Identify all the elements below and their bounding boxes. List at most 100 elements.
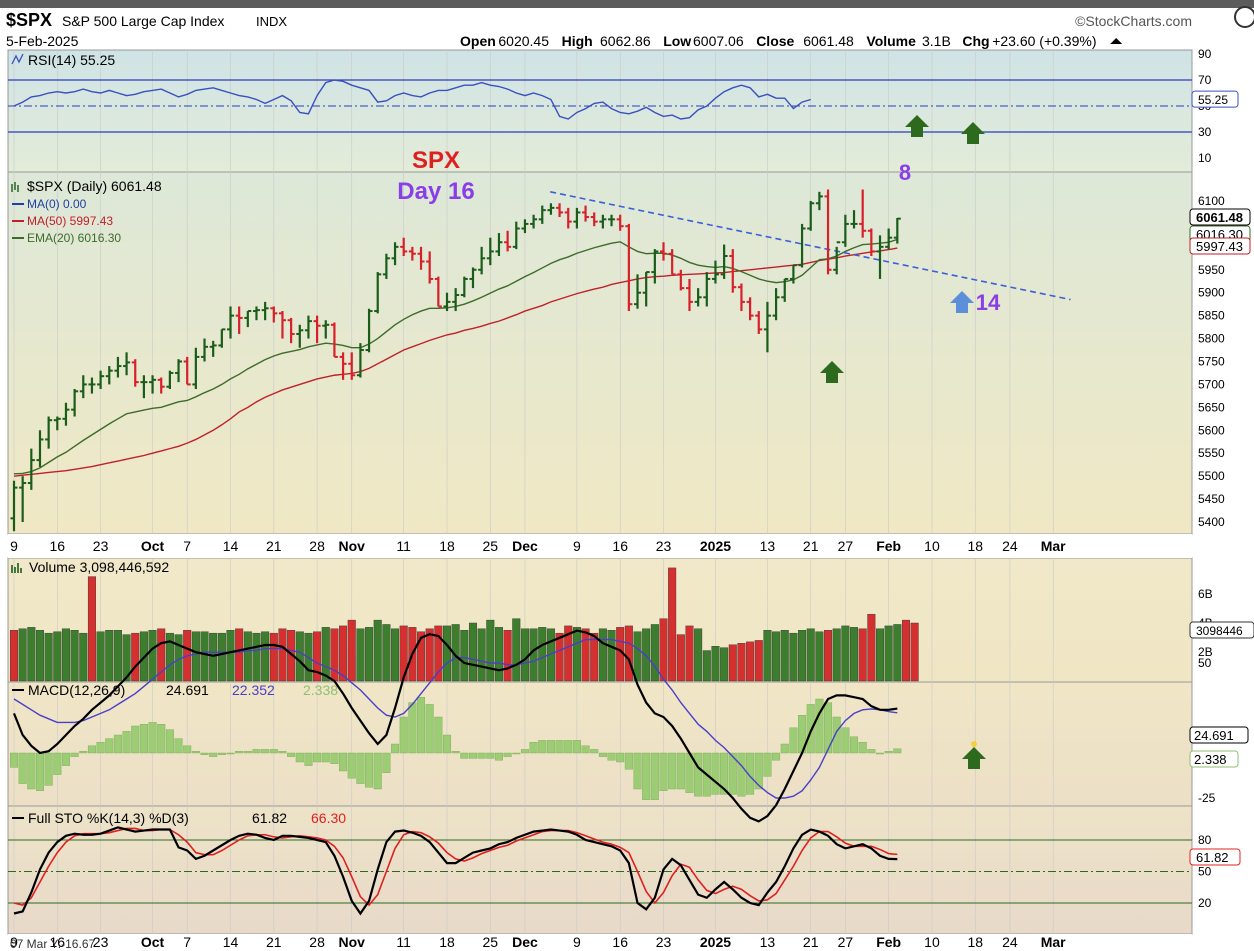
- change-up-icon: [1110, 38, 1123, 44]
- volume-bar: [313, 631, 322, 682]
- stoch-tag-label: 61.82: [1196, 850, 1229, 865]
- annotation-eight: 8: [899, 160, 911, 185]
- price-tick-label: 5650: [1198, 400, 1225, 414]
- volume-bar: [841, 625, 850, 682]
- macd-histogram-bar: [711, 752, 720, 795]
- macd-histogram-bar: [313, 752, 322, 763]
- ohlc-bar: [625, 223, 633, 312]
- ohlc-bar: [105, 366, 113, 385]
- ohlc-bar: [356, 343, 364, 378]
- macd-histogram-bar: [590, 749, 599, 754]
- green-arrow-icon: [820, 361, 844, 383]
- macd-histogram-bar: [486, 752, 495, 759]
- volume-bar: [910, 622, 919, 682]
- close-circle-icon[interactable]: [1234, 6, 1254, 28]
- ohlc-bar: [201, 338, 209, 362]
- macd-histogram-bar: [538, 740, 547, 754]
- volume-bar: [711, 646, 720, 682]
- volume-title: Volume 3,098,446,592: [29, 559, 169, 575]
- date-tick-label: 23: [656, 538, 672, 554]
- rsi-panel: [7, 49, 1193, 173]
- ohlc-bar: [582, 205, 590, 222]
- ohlc-value: 6061.48: [803, 33, 854, 49]
- macd-histogram-bar: [226, 752, 235, 755]
- stoch-tick-label: 20: [1198, 896, 1212, 910]
- volume-bar: [460, 630, 469, 682]
- volume-bar: [806, 628, 815, 682]
- ohlc-value: +23.60 (+0.39%): [992, 33, 1096, 49]
- signal-dot-icon: [971, 741, 977, 747]
- ohlc-bar: [140, 375, 148, 399]
- price-tick-label: 6100: [1198, 194, 1225, 208]
- brand-label: ©StockCharts.com: [1075, 13, 1192, 29]
- macd-histogram-bar: [841, 727, 850, 754]
- volume-bar: [728, 644, 737, 682]
- volume-bar: [157, 628, 166, 682]
- macd-histogram-bar: [780, 743, 789, 754]
- macd-histogram-bar: [330, 752, 339, 765]
- volume-bar: [893, 624, 902, 682]
- ohlc-bar: [452, 288, 460, 312]
- macd-histogram-bar: [529, 742, 538, 754]
- macd-histogram-bar: [304, 752, 313, 766]
- ohlc-bar: [703, 272, 711, 307]
- ohlc-bar: [564, 207, 572, 229]
- macd-histogram-bar: [884, 751, 893, 754]
- ohlc-bar: [261, 301, 269, 321]
- ohlc-bar: [209, 340, 217, 357]
- ohlc-bar: [478, 246, 486, 275]
- ohlc-bar: [97, 370, 105, 390]
- volume-bar: [235, 628, 244, 682]
- ohlc-bar: [642, 271, 650, 307]
- date-tick-label: 23: [93, 538, 109, 554]
- macd-title: MACD(12,26,9): [28, 682, 125, 698]
- date-axis-bg: [8, 534, 1192, 558]
- ohlc-bar: [10, 480, 18, 532]
- macd-histogram-bar: [373, 752, 382, 790]
- date-tick-label: 25: [483, 538, 499, 554]
- ohlc-bar: [166, 370, 174, 390]
- ohlc-bar: [737, 283, 745, 312]
- ohlc-bar: [27, 448, 35, 490]
- stoch-k-line: [13, 826, 898, 916]
- volume-bar: [685, 625, 694, 682]
- date-tick-label-bottom: 21: [266, 934, 282, 950]
- rsi-title: RSI(14) 55.25: [28, 52, 115, 68]
- volume-bar: [96, 631, 105, 682]
- date-tick-label-bottom: 9: [10, 934, 18, 950]
- volume-tick-label: 6B: [1198, 587, 1213, 601]
- ohlc-bar: [123, 352, 131, 376]
- ohlc-value: 6020.45: [498, 33, 549, 49]
- price-tick-label: 5950: [1198, 263, 1225, 277]
- macd-histogram-bar: [728, 752, 737, 795]
- ohlc-bar: [19, 476, 27, 522]
- macd-histogram-bar: [96, 742, 105, 754]
- volume-bar: [217, 632, 226, 682]
- ohlc-bar: [867, 228, 875, 257]
- macd-histogram-bar: [468, 752, 477, 759]
- volume-bar: [425, 628, 434, 682]
- volume-bar: [261, 631, 270, 682]
- volume-bar: [815, 631, 824, 682]
- price-tick-label: 5400: [1198, 515, 1225, 529]
- price-bars-icon: [11, 182, 19, 192]
- rsi-value-tag: [1191, 90, 1239, 108]
- macd-histogram-bar: [824, 702, 833, 754]
- volume-bar: [443, 625, 452, 682]
- macd-line: [12, 629, 898, 823]
- ohlc-bar: [252, 306, 260, 321]
- macd-histogram-bar: [815, 698, 824, 754]
- date-tick-label: Dec: [512, 538, 538, 554]
- macd-histogram-bar: [174, 738, 183, 754]
- date-tick-label: Mar: [1041, 538, 1066, 554]
- volume-bar: [590, 632, 599, 682]
- macd-histogram-bar: [668, 752, 677, 790]
- price-panel: [7, 171, 1193, 535]
- price-legend-entry: $SPX (Daily) 6061.48: [27, 178, 162, 194]
- macd-histogram-bar: [27, 752, 36, 790]
- stoch-tick-label: 50: [1198, 865, 1212, 879]
- ohlc-value: 6007.06: [693, 33, 744, 49]
- ohlc-bar: [313, 315, 321, 344]
- ohlc-bar: [798, 223, 806, 268]
- rsi-tick-label: 30: [1198, 125, 1212, 139]
